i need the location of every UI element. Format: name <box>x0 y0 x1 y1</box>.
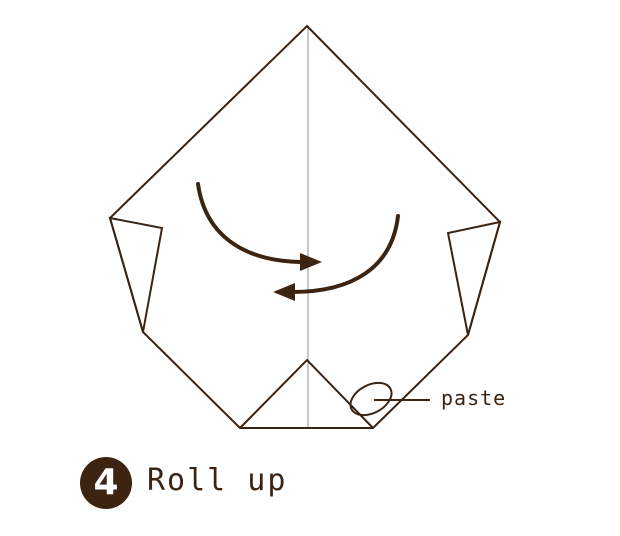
arrowhead-left-icon <box>273 283 295 301</box>
bottom-triangle-fold <box>239 358 374 429</box>
curved-arrow-left <box>196 182 306 264</box>
paste-marker-ellipse <box>349 381 393 417</box>
step-number-badge: 4 <box>80 457 132 509</box>
paper-outline <box>108 24 502 429</box>
step-title: Roll up <box>147 463 288 498</box>
right-flap <box>446 220 502 336</box>
curved-arrow-right <box>290 214 400 294</box>
paste-label: paste <box>441 386 507 410</box>
left-flap <box>108 216 164 333</box>
arrowhead-right-icon <box>300 253 322 271</box>
